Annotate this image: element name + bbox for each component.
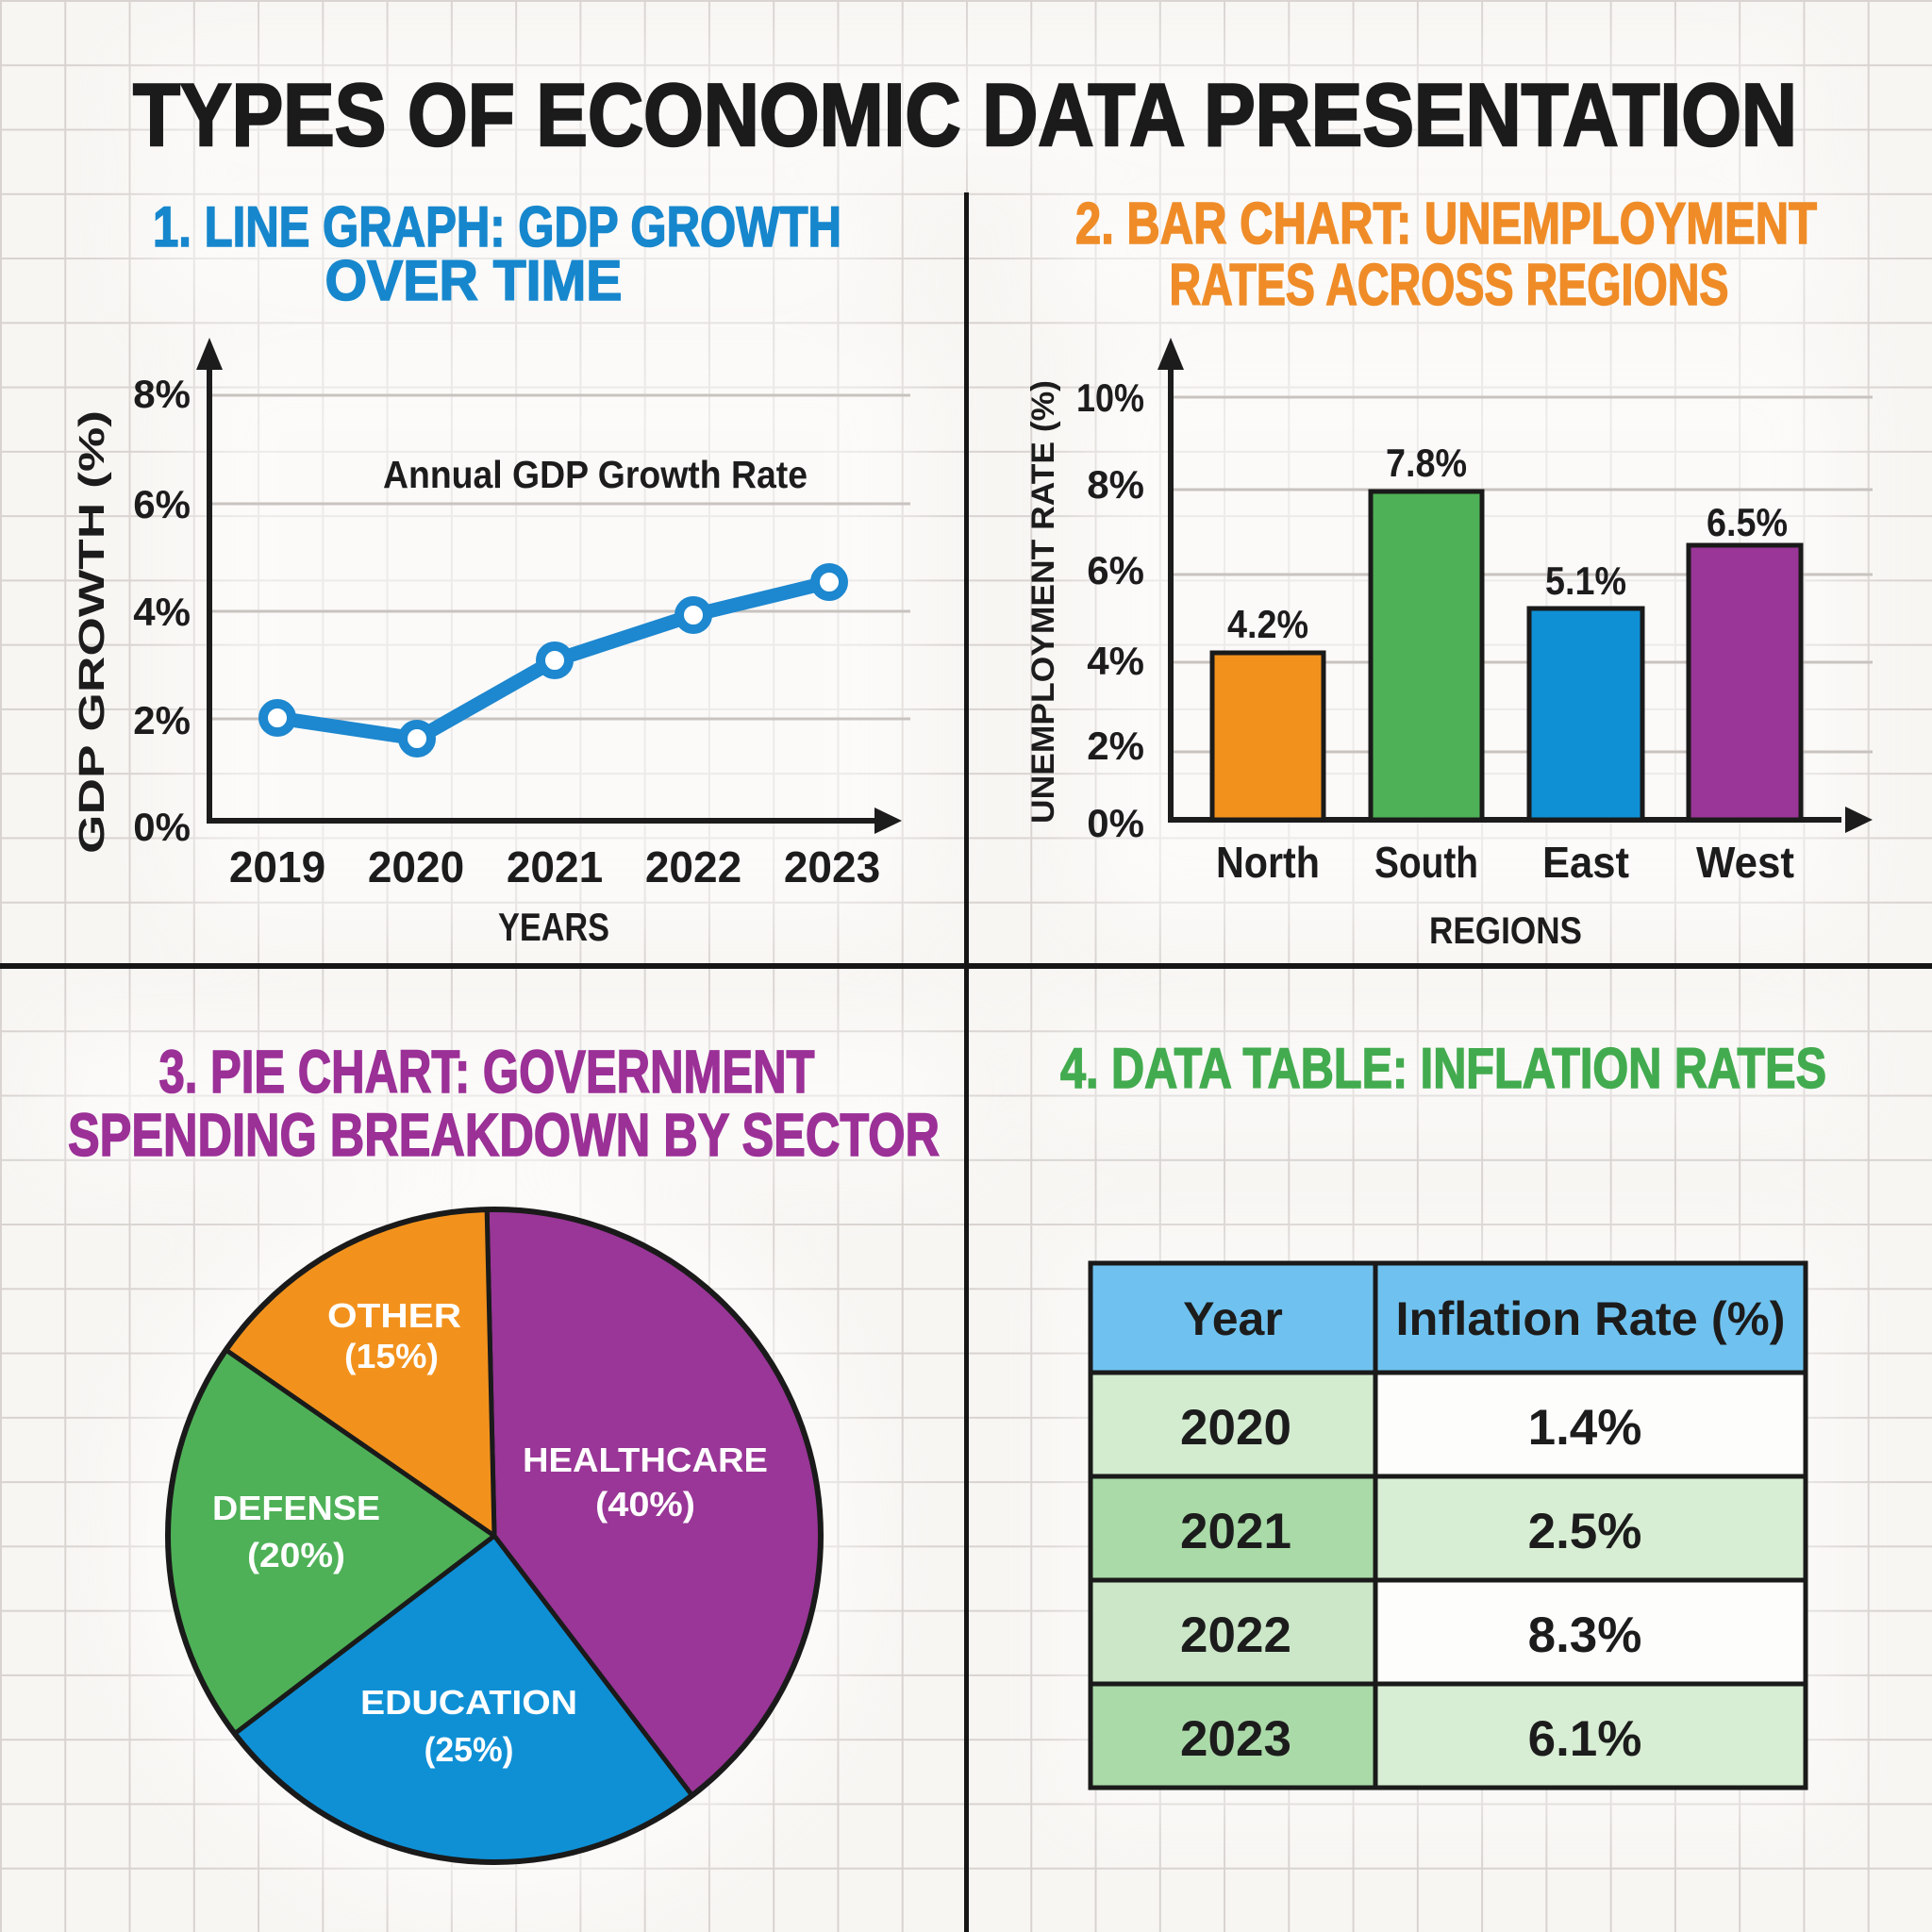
svg-text:2020: 2020 — [368, 842, 464, 891]
svg-text:West: West — [1696, 838, 1794, 887]
svg-text:2%: 2% — [133, 698, 191, 742]
svg-text:3. PIE CHART: GOVERNMENT: 3. PIE CHART: GOVERNMENT — [159, 1038, 815, 1106]
svg-text:4%: 4% — [1087, 639, 1144, 683]
svg-text:2. BAR CHART: UNEMPLOYMENT: 2. BAR CHART: UNEMPLOYMENT — [1075, 192, 1817, 257]
svg-text:Year: Year — [1183, 1292, 1283, 1345]
svg-text:2022: 2022 — [645, 842, 741, 891]
svg-text:2%: 2% — [1087, 724, 1144, 768]
svg-text:8%: 8% — [1087, 462, 1144, 507]
svg-text:6.1%: 6.1% — [1528, 1711, 1642, 1767]
svg-text:8%: 8% — [133, 372, 191, 416]
svg-text:OVER TIME: OVER TIME — [325, 249, 623, 312]
svg-text:4.2%: 4.2% — [1227, 602, 1308, 646]
svg-text:0%: 0% — [133, 805, 191, 849]
svg-text:2019: 2019 — [229, 842, 325, 891]
svg-text:(15%): (15%) — [344, 1337, 439, 1375]
svg-text:(25%): (25%) — [425, 1730, 514, 1769]
svg-text:6%: 6% — [133, 482, 191, 526]
svg-text:OTHER: OTHER — [327, 1296, 461, 1335]
svg-text:2021: 2021 — [507, 842, 603, 891]
svg-text:1.4%: 1.4% — [1528, 1400, 1642, 1456]
svg-text:10%: 10% — [1076, 375, 1144, 420]
svg-text:REGIONS: REGIONS — [1429, 910, 1582, 952]
svg-text:YEARS: YEARS — [498, 905, 609, 949]
svg-text:2020: 2020 — [1180, 1400, 1291, 1456]
svg-text:(20%): (20%) — [247, 1536, 345, 1574]
svg-text:South: South — [1374, 838, 1478, 887]
svg-text:North: North — [1216, 838, 1320, 887]
svg-text:EDUCATION: EDUCATION — [360, 1683, 577, 1722]
svg-text:SPENDING BREAKDOWN BY SECTOR: SPENDING BREAKDOWN BY SECTOR — [68, 1101, 940, 1169]
svg-text:6.5%: 6.5% — [1707, 500, 1788, 544]
svg-text:TYPES OF ECONOMIC DATA PRESENT: TYPES OF ECONOMIC DATA PRESENTATION — [133, 65, 1797, 164]
svg-text:RATES ACROSS REGIONS: RATES ACROSS REGIONS — [1170, 253, 1729, 318]
svg-text:UNEMPLOYMENT RATE (%): UNEMPLOYMENT RATE (%) — [1025, 380, 1061, 824]
svg-text:6%: 6% — [1087, 548, 1144, 592]
svg-text:GDP GROWTH (%): GDP GROWTH (%) — [73, 410, 112, 854]
svg-text:2023: 2023 — [1180, 1711, 1291, 1767]
svg-text:Annual GDP Growth Rate: Annual GDP Growth Rate — [383, 453, 808, 496]
svg-text:4. DATA TABLE: INFLATION RATES: 4. DATA TABLE: INFLATION RATES — [1060, 1037, 1826, 1100]
svg-text:8.3%: 8.3% — [1528, 1607, 1642, 1663]
svg-text:2021: 2021 — [1180, 1504, 1291, 1559]
svg-text:4%: 4% — [133, 590, 191, 634]
svg-text:HEALTHCARE: HEALTHCARE — [523, 1441, 768, 1479]
svg-text:East: East — [1542, 838, 1629, 887]
svg-text:2023: 2023 — [784, 842, 880, 891]
svg-text:DEFENSE: DEFENSE — [212, 1489, 380, 1527]
svg-text:5.1%: 5.1% — [1545, 558, 1626, 603]
svg-text:1. LINE GRAPH: GDP GROWTH: 1. LINE GRAPH: GDP GROWTH — [153, 195, 841, 258]
svg-text:2022: 2022 — [1180, 1607, 1291, 1663]
svg-text:(40%): (40%) — [595, 1485, 695, 1524]
svg-text:7.8%: 7.8% — [1386, 441, 1467, 485]
svg-text:2.5%: 2.5% — [1528, 1504, 1642, 1559]
svg-text:0%: 0% — [1087, 801, 1144, 845]
svg-text:Inflation Rate (%): Inflation Rate (%) — [1396, 1292, 1786, 1345]
